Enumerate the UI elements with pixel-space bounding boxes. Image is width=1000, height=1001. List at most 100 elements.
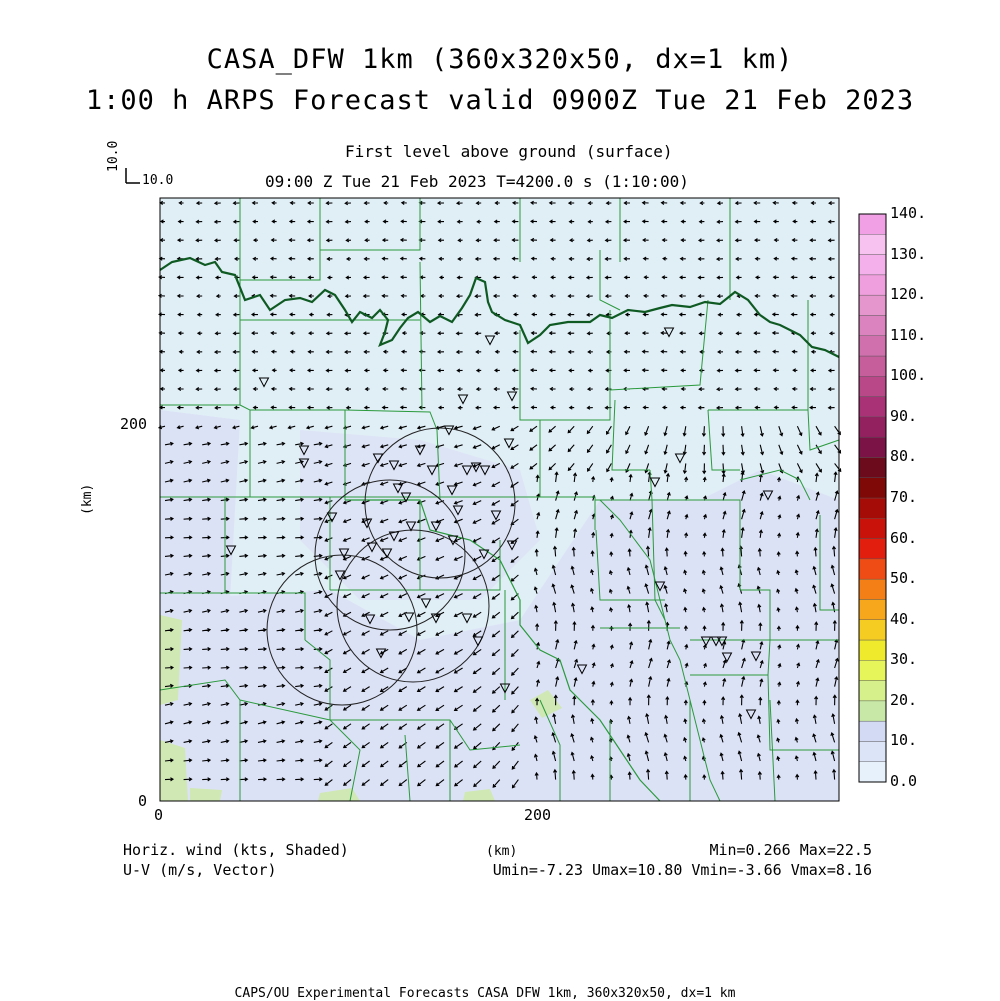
wind-vectors bbox=[157, 200, 842, 789]
colorbar-label: 20. bbox=[890, 690, 918, 709]
colorbar-label: 110. bbox=[890, 325, 927, 344]
colorbar-label: 80. bbox=[890, 447, 918, 466]
colorbar-label: 50. bbox=[890, 569, 918, 588]
station-marker bbox=[710, 636, 722, 647]
colorbar bbox=[858, 213, 887, 783]
colorbar-swatch bbox=[858, 518, 887, 539]
colorbar-swatch bbox=[858, 741, 887, 762]
colorbar-label: 70. bbox=[890, 488, 918, 506]
y-axis-label: (km) bbox=[80, 483, 95, 515]
station-marker bbox=[414, 445, 426, 456]
station-marker bbox=[366, 542, 378, 553]
colorbar-swatch bbox=[858, 761, 887, 783]
station-marker bbox=[298, 445, 310, 456]
x-axis-label: (km) bbox=[486, 844, 518, 859]
level-label: First level above ground (surface) bbox=[345, 142, 673, 161]
colorbar-swatch bbox=[858, 335, 887, 357]
colorbar-swatch bbox=[858, 213, 887, 235]
y-tick-0: 0 bbox=[138, 792, 148, 810]
colorbar-label: 10. bbox=[890, 731, 918, 750]
shade-green-sw bbox=[160, 740, 188, 801]
radar-range-rings bbox=[266, 427, 516, 706]
station-marker bbox=[361, 518, 373, 529]
colorbar-swatch bbox=[858, 680, 887, 702]
station-marker bbox=[298, 458, 310, 469]
ref-vector-u-label: 10.0 bbox=[142, 173, 174, 188]
shade-green-south bbox=[530, 690, 562, 718]
station-marker bbox=[506, 540, 518, 551]
station-marker bbox=[388, 460, 400, 471]
station-marker bbox=[338, 548, 350, 559]
colorbar-swatch bbox=[858, 660, 887, 681]
colorbar-swatch bbox=[858, 720, 887, 742]
county-boundaries bbox=[159, 198, 840, 802]
station-marker bbox=[721, 652, 733, 663]
station-marker bbox=[654, 581, 666, 592]
colorbar-swatch bbox=[858, 639, 887, 661]
station-marker bbox=[461, 613, 473, 624]
colorbar-label: 30. bbox=[890, 650, 918, 669]
shade-green-bottom2 bbox=[318, 788, 360, 801]
station-marker bbox=[258, 377, 270, 388]
station-marker bbox=[326, 512, 338, 523]
red-river bbox=[159, 256, 840, 358]
station-marker bbox=[499, 683, 511, 694]
station-marker bbox=[225, 545, 237, 556]
station-marker bbox=[750, 651, 762, 662]
station-marker bbox=[484, 335, 496, 346]
colorbar-swatch bbox=[858, 436, 887, 458]
x-tick-200: 200 bbox=[524, 806, 552, 824]
colorbar-swatch bbox=[858, 578, 887, 600]
station-marker bbox=[700, 636, 712, 647]
y-tick-200: 200 bbox=[120, 415, 148, 433]
station-marker bbox=[674, 453, 686, 464]
title-line1: CASA_DFW 1km (360x320x50, dx=1 km) bbox=[206, 44, 794, 75]
shade-green-bottom bbox=[190, 788, 222, 801]
shade-mid-west bbox=[160, 410, 240, 605]
station-marker bbox=[472, 636, 484, 647]
colorbar-label: 140. bbox=[890, 204, 927, 222]
station-marker bbox=[663, 327, 675, 338]
station-marker bbox=[649, 477, 661, 488]
credit-line: CAPS/OU Experimental Forecasts CASA DFW … bbox=[234, 986, 736, 1001]
colorbar-swatch bbox=[858, 294, 887, 316]
wind-vector-arrows bbox=[157, 200, 842, 789]
station-marker bbox=[478, 549, 490, 560]
station-marker bbox=[388, 531, 400, 542]
colorbar-label: 120. bbox=[890, 285, 927, 304]
footer-right-line1: Min=0.266 Max=22.5 bbox=[709, 841, 872, 859]
colorbar-swatch bbox=[858, 376, 887, 397]
southern-boundary bbox=[599, 499, 721, 802]
shade-green-west bbox=[160, 615, 182, 705]
station-marker bbox=[372, 453, 384, 464]
map-plot-area bbox=[157, 197, 842, 802]
colorbar-label: 100. bbox=[890, 366, 927, 385]
colorbar-label: 90. bbox=[890, 406, 918, 425]
colorbar-swatch bbox=[858, 457, 887, 478]
shade-green-bottom3 bbox=[463, 789, 495, 801]
colorbar-swatch bbox=[858, 538, 887, 560]
station-marker bbox=[446, 485, 458, 496]
station-marker bbox=[426, 465, 438, 476]
colorbar-swatch bbox=[858, 416, 887, 438]
station-marker bbox=[506, 391, 518, 402]
ref-vector-arrow bbox=[125, 168, 140, 184]
station-marker bbox=[381, 548, 393, 559]
title-line2: 1:00 h ARPS Forecast valid 0900Z Tue 21 … bbox=[85, 85, 915, 116]
footer-right-line2: Umin=-7.23 Umax=10.80 Vmin=-3.66 Vmax=8.… bbox=[492, 861, 872, 879]
station-marker bbox=[405, 521, 417, 532]
station-marker bbox=[745, 709, 757, 720]
footer-left-line2: U-V (m/s, Vector) bbox=[123, 861, 277, 879]
colorbar-swatch bbox=[858, 315, 887, 336]
colorbar-swatch bbox=[858, 396, 887, 418]
colorbar-swatch bbox=[858, 254, 887, 276]
station-marker bbox=[452, 505, 464, 516]
x-tick-0: 0 bbox=[154, 806, 164, 824]
station-marker bbox=[430, 521, 442, 532]
time-label: 09:00 Z Tue 21 Feb 2023 T=4200.0 s (1:10… bbox=[265, 172, 689, 191]
station-marker bbox=[375, 648, 387, 659]
station-marker bbox=[490, 510, 502, 521]
station-marker bbox=[461, 465, 473, 476]
colorbar-swatch bbox=[858, 619, 887, 641]
